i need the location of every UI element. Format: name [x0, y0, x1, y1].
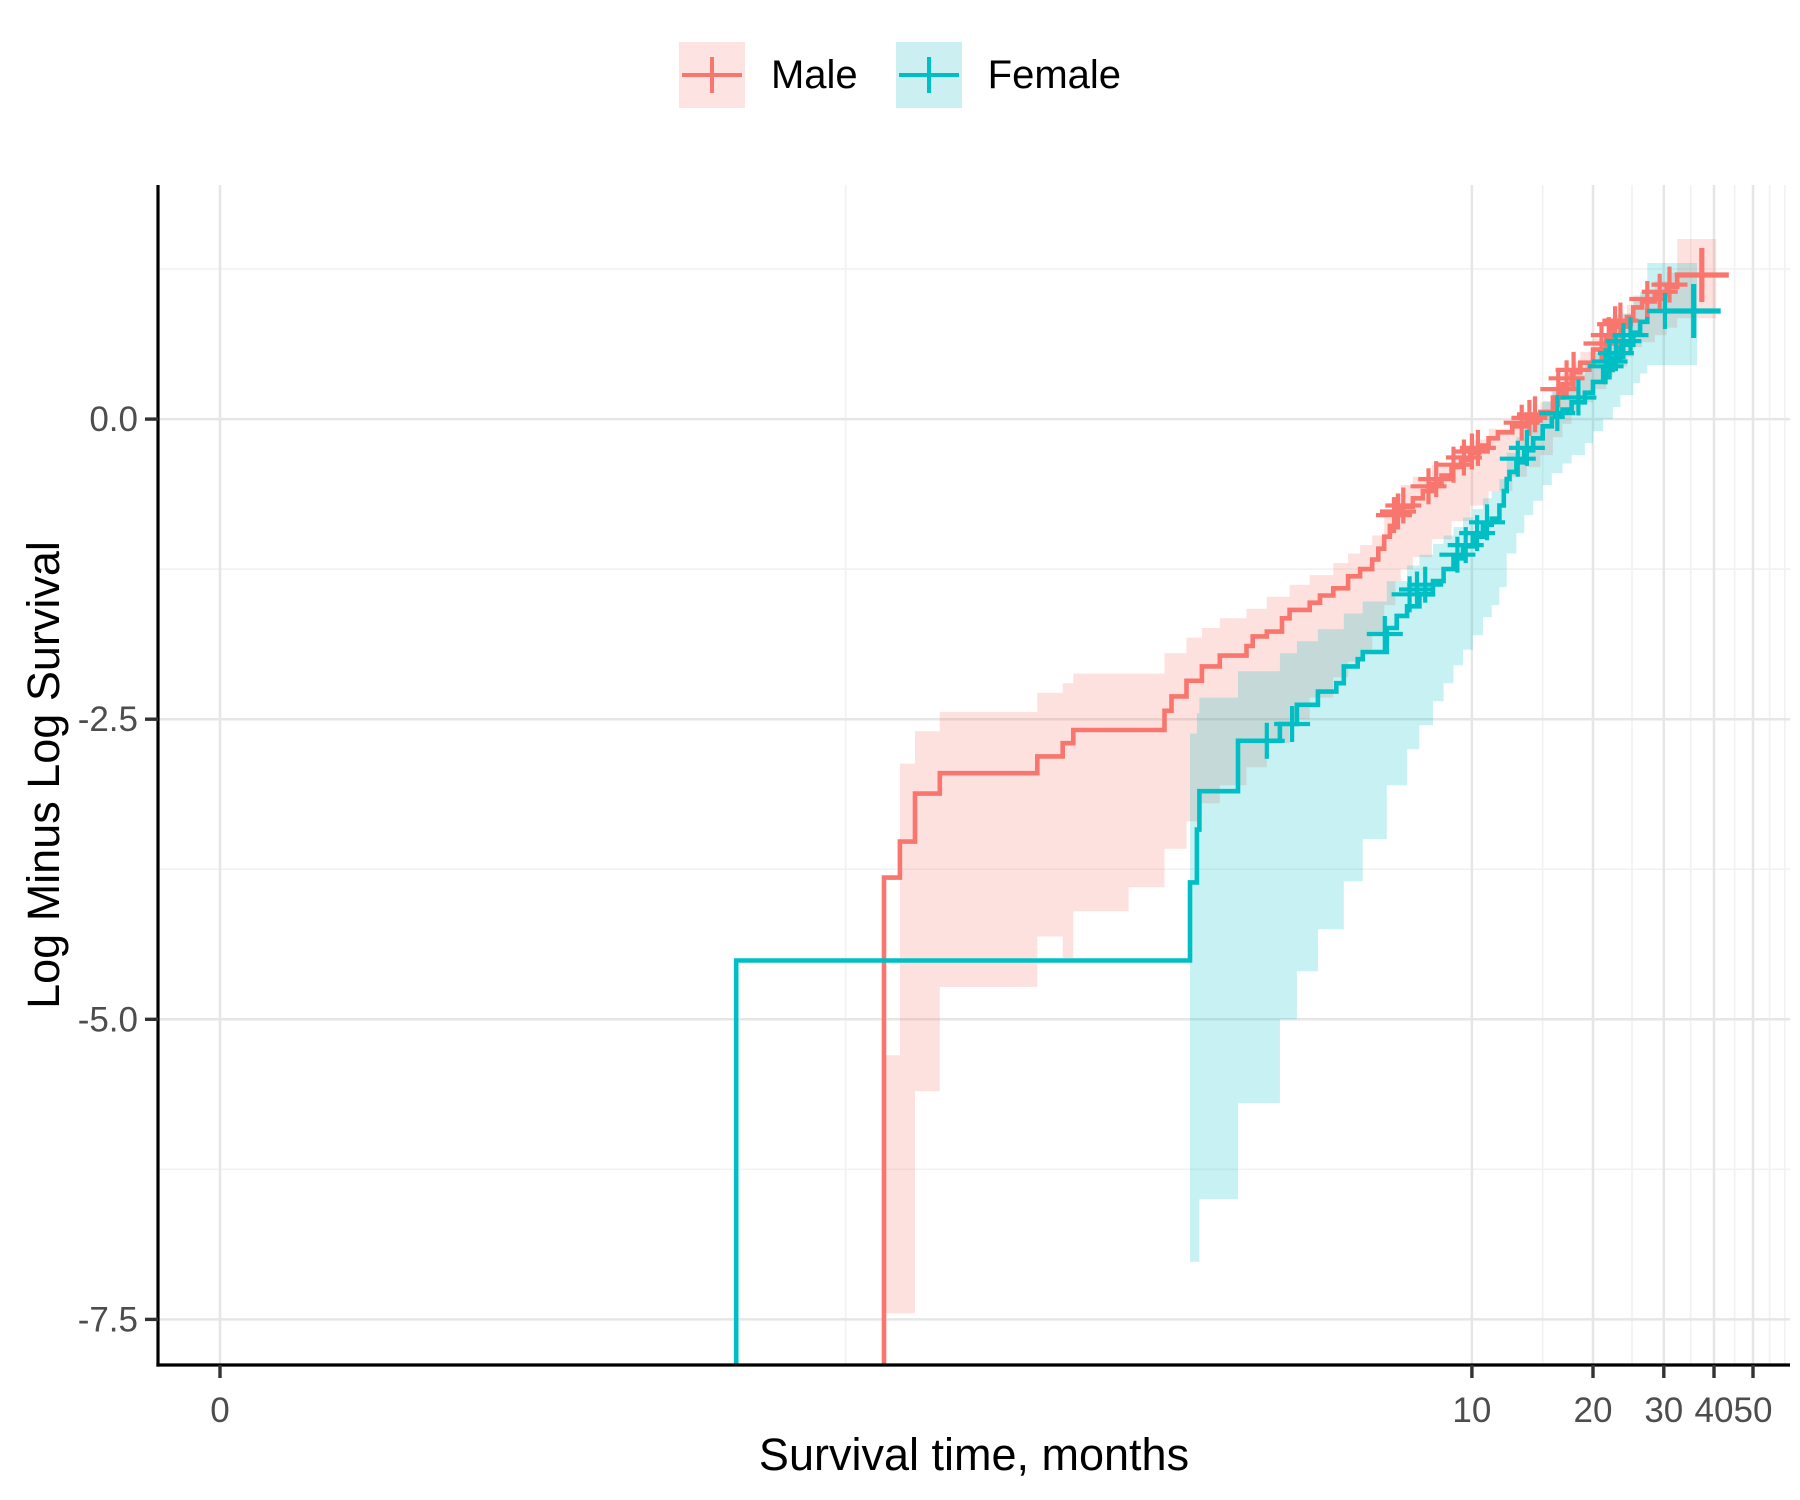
- y-axis-title: Log Minus Log Survival: [18, 541, 69, 1009]
- x-tick-label: 50: [1734, 1391, 1773, 1430]
- x-tick-label: 20: [1574, 1391, 1613, 1430]
- y-tick-label: -7.5: [78, 1300, 138, 1339]
- y-tick-label: -2.5: [78, 700, 138, 739]
- y-tick-label: -5.0: [78, 1000, 138, 1039]
- tick-labels: 0.0 -2.5 -5.0 -7.5 0 10 20 30 40 50: [78, 400, 1773, 1430]
- minor-gridlines: [158, 185, 1790, 1365]
- male-censor-plus-icon: [678, 42, 745, 108]
- major-gridlines: [158, 185, 1790, 1365]
- confidence-ribbons: [884, 239, 1717, 1314]
- female-ribbon: [1190, 263, 1698, 1262]
- x-tick-label: 0: [210, 1391, 229, 1430]
- x-axis-title: Survival time, months: [758, 1429, 1190, 1480]
- x-tick-label: 10: [1452, 1391, 1491, 1430]
- female-censor-plus-icon: [895, 42, 962, 108]
- axis-lines: [156, 185, 1790, 1367]
- legend-item-female[interactable]: Female: [895, 42, 1122, 108]
- female-censor-marks: [1248, 284, 1721, 759]
- tick-marks: [145, 417, 1755, 1378]
- legend-label-male: Male: [770, 53, 858, 97]
- legend-item-male[interactable]: Male: [678, 42, 858, 108]
- censor-marks: [1248, 248, 1729, 759]
- x-tick-label: 30: [1644, 1391, 1683, 1430]
- x-tick-label: 40: [1695, 1391, 1734, 1430]
- female-step-line: [733, 308, 1698, 1365]
- male-censor-marks: [1376, 248, 1729, 534]
- legend-label-female: Female: [987, 53, 1122, 97]
- legend: Male Female: [0, 42, 1800, 108]
- y-tick-label: 0.0: [89, 400, 138, 439]
